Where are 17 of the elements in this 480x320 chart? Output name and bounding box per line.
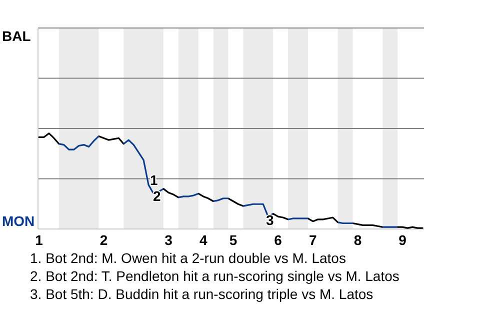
- x-tick-label: 8: [354, 232, 362, 248]
- x-tick-label: 5: [229, 232, 238, 248]
- text: BAL: [2, 28, 32, 44]
- annotation: 2: [153, 188, 161, 204]
- x-tick-label: 4: [199, 232, 208, 248]
- x-tick-label: 1: [35, 232, 44, 248]
- annotation: 1: [150, 172, 158, 188]
- x-tick-label: 2: [100, 232, 108, 248]
- x-tick-label: 9: [398, 232, 407, 248]
- text: MON: [2, 213, 35, 229]
- text: 2. Bot 2nd: T. Pendleton hit a run-scoring single vs M. Latos: [30, 268, 400, 284]
- text: 3. Bot 5th: D. Buddin hit a run-scoring triple vs M. Latos: [30, 286, 374, 302]
- x-tick-label: 3: [164, 232, 173, 248]
- annotation: 3: [266, 212, 274, 228]
- x-tick-label: 6: [274, 232, 282, 248]
- text: 1. Bot 2nd: M. Owen hit a 2-run double vs M. Latos: [30, 250, 346, 266]
- x-tick-label: 7: [309, 232, 318, 248]
